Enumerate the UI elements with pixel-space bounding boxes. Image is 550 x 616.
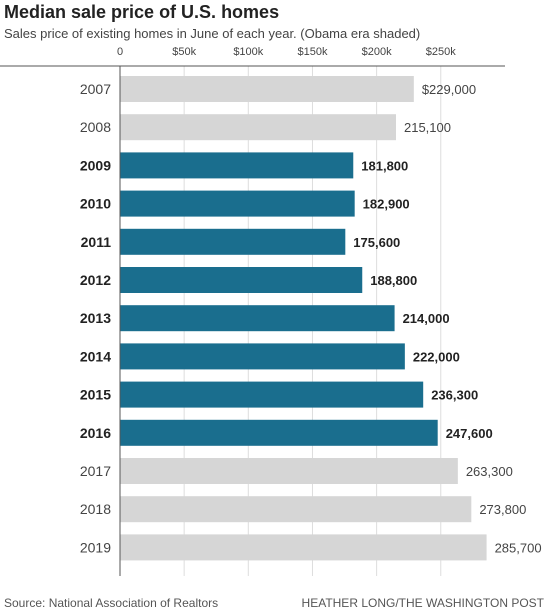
bar [120, 534, 487, 561]
category-label: 2009 [80, 157, 111, 173]
category-label: 2018 [80, 501, 111, 517]
bar [120, 496, 472, 523]
value-label: 263,300 [466, 464, 513, 479]
value-label: 247,600 [446, 426, 493, 441]
x-tick-label: $100k [233, 46, 263, 58]
bar [120, 381, 424, 408]
value-label: 215,100 [404, 120, 451, 135]
x-tick-label: 0 [117, 46, 123, 58]
value-label: 175,600 [353, 235, 400, 250]
x-tick-label: $200k [362, 46, 392, 58]
category-label: 2015 [80, 387, 111, 403]
category-label: 2010 [80, 196, 111, 212]
category-label: 2019 [80, 539, 111, 555]
category-label: 2017 [80, 463, 111, 479]
category-label: 2012 [80, 272, 111, 288]
value-label: 181,800 [361, 158, 408, 173]
source-note: Source: National Association of Realtors [4, 596, 219, 610]
value-label: 222,000 [413, 349, 460, 364]
bar [120, 190, 355, 217]
bar [120, 419, 438, 446]
category-label: 2007 [80, 81, 111, 97]
bar [120, 228, 346, 255]
bar [120, 458, 458, 484]
value-label: 236,300 [431, 388, 478, 403]
category-label: 2013 [80, 310, 111, 326]
bar [120, 343, 405, 370]
bar [120, 267, 363, 293]
x-tick-label: $150k [297, 46, 327, 58]
category-label: 2008 [80, 119, 111, 135]
chart-subtitle: Sales price of existing homes in June of… [4, 26, 421, 41]
x-tick-label: $50k [172, 46, 196, 58]
value-label: 214,000 [403, 311, 450, 326]
value-label: 285,700 [495, 540, 542, 555]
value-label: $229,000 [422, 82, 476, 97]
credit-line: HEATHER LONG/THE WASHINGTON POST [301, 596, 544, 610]
bar [120, 114, 396, 141]
bar [120, 305, 395, 332]
bar [120, 76, 414, 102]
value-label: 188,800 [370, 273, 417, 288]
chart-title: Median sale price of U.S. homes [4, 2, 280, 22]
category-label: 2011 [81, 234, 112, 250]
category-label: 2014 [80, 348, 111, 364]
bar [120, 152, 354, 179]
x-tick-label: $250k [426, 46, 456, 58]
category-label: 2016 [80, 425, 111, 441]
value-label: 182,900 [363, 197, 410, 212]
value-label: 273,800 [479, 502, 526, 517]
